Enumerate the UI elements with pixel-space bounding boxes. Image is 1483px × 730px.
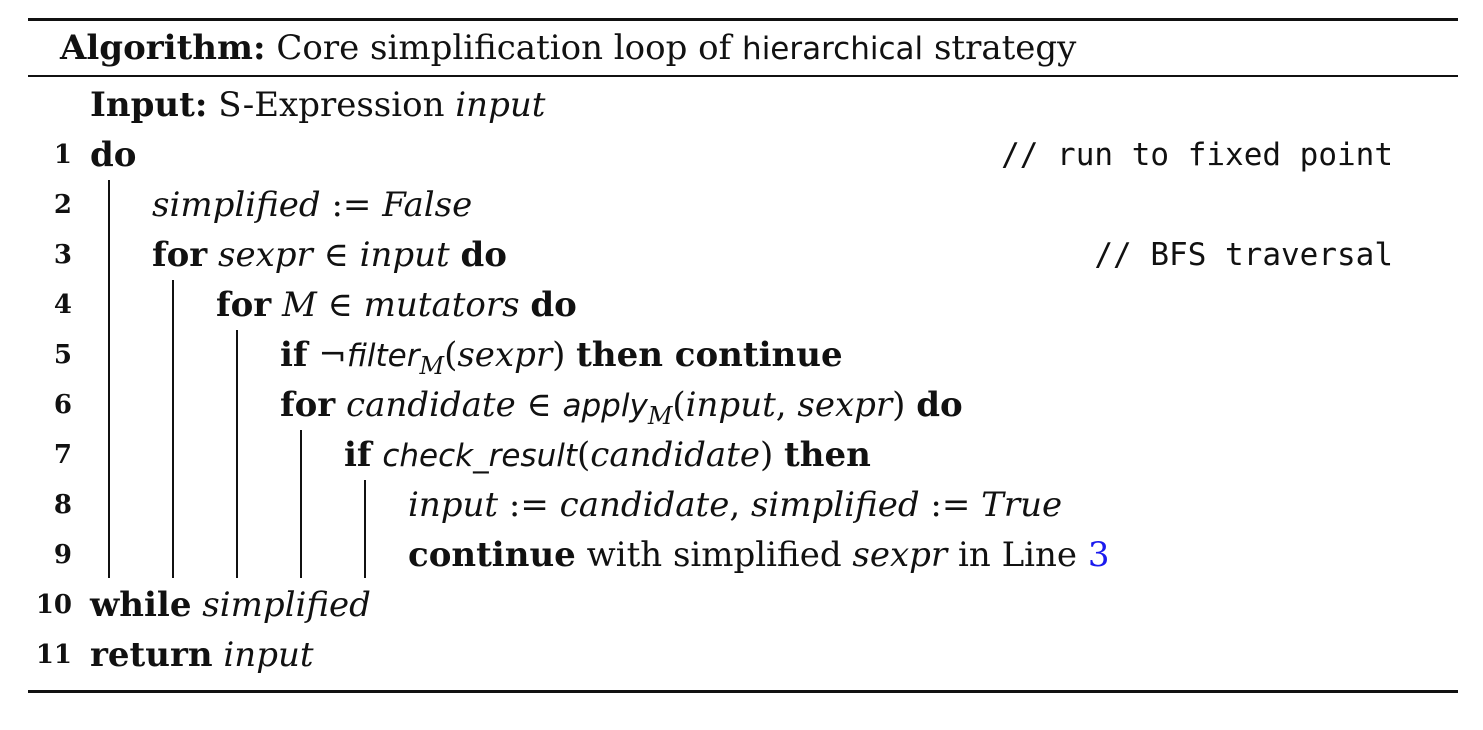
keyword-do: do [460,235,507,275]
keyword-do: do [530,285,577,325]
value: candidate [559,485,730,525]
variable: input [223,635,314,675]
keyword-for: for [280,385,336,425]
keyword-if: if [344,435,372,475]
caption-text: Core simplification loop of [276,28,732,68]
line-number: 6 [53,390,72,420]
algorithm-line-9: 9 continue with simplified sexpr in Line… [0,530,1483,580]
variable: simplified [750,485,920,525]
function-subscript: M [419,352,445,380]
keyword-do: do [916,385,963,425]
keyword-for: for [216,285,272,325]
variable: mutators [363,285,520,325]
function-name: apply [562,388,648,424]
line-number: 3 [53,240,72,270]
block-bar-do [108,180,110,578]
argument: sexpr [457,335,553,375]
value: True [981,485,1063,525]
keyword-for: for [152,235,208,275]
input-variable: input [455,85,546,125]
in-operator: ∈ [316,285,364,325]
keyword-while: while [90,585,192,625]
input-label: Input: [90,85,208,125]
function-name: check_result [382,438,578,474]
algorithm-line-8: 8 input := candidate, simplified := True [0,480,1483,530]
variable: simplified [152,185,321,225]
keyword-then: then [784,435,871,475]
keyword-do: do [90,135,137,175]
caption-rule [28,75,1458,77]
line-number: 8 [53,490,72,520]
line-number: 1 [53,140,72,170]
line-number: 9 [53,540,72,570]
line-number: 7 [53,440,72,470]
variable: candidate [346,385,516,425]
argument: input [685,385,776,425]
variable: simplified [202,585,371,625]
algorithm-line-5: 5 if ¬filterM(sexpr) then continue [0,330,1483,380]
block-bar-for-candidate [300,430,302,578]
function-name: filter [346,338,420,374]
algorithm-line-3: 3 for sexpr ∈ input do // BFS traversal [0,230,1483,280]
algorithm-line-10: 10 while simplified [0,580,1483,630]
assign-operator: := [498,485,560,525]
assign-operator: := [320,185,383,225]
keyword-then-continue: then continue [576,335,843,375]
line-number: 11 [35,640,72,670]
keyword-if: if [280,335,308,375]
variable: sexpr [852,535,948,575]
caption-text-end: strategy [933,28,1077,68]
function-subscript: M [647,402,673,430]
strategy-name: hierarchical [742,31,924,67]
keyword-return: return [90,635,213,675]
line-number: 10 [35,590,72,620]
algorithm-line-4: 4 for M ∈ mutators do [0,280,1483,330]
algorithm-line-1: 1 do // run to fixed point [0,130,1483,180]
argument: sexpr [797,385,893,425]
variable: M [282,285,317,325]
input-declaration: Input: S-Expression input [0,80,1483,130]
assign-operator: := [919,485,982,525]
statement-text: in Line [957,535,1078,575]
input-type: S-Expression [218,85,445,125]
variable: input [359,235,450,275]
negation-operator: ¬ [318,335,347,375]
comment: // BFS traversal [1094,237,1393,273]
value: False [382,185,473,225]
block-bar-for-mutator [236,330,238,578]
block-bar-for-sexpr [172,280,174,578]
variable: sexpr [218,235,313,275]
algorithm-line-2: 2 simplified := False [0,180,1483,230]
bottom-rule [28,690,1458,693]
block-bar-if-check [364,480,366,578]
line-number: 4 [53,290,72,320]
algorithm-line-11: 11 return input [0,630,1483,680]
variable: input [408,485,499,525]
line-reference-link[interactable]: 3 [1087,535,1110,575]
in-operator: ∈ [312,235,360,275]
statement-text: with simplified [586,535,842,575]
top-rule [28,18,1458,21]
line-number: 5 [53,340,72,370]
algorithm-caption: Algorithm: Core simplification loop of h… [60,28,1076,69]
algorithm-line-6: 6 for candidate ∈ applyM(input, sexpr) d… [0,380,1483,430]
algorithm-line-7: 7 if check_result(candidate) then [0,430,1483,480]
keyword-continue: continue [408,535,576,575]
line-number: 2 [53,190,72,220]
comment: // run to fixed point [1001,137,1393,173]
in-operator: ∈ [515,385,563,425]
caption-label: Algorithm: [60,28,266,68]
argument: candidate [590,435,760,475]
